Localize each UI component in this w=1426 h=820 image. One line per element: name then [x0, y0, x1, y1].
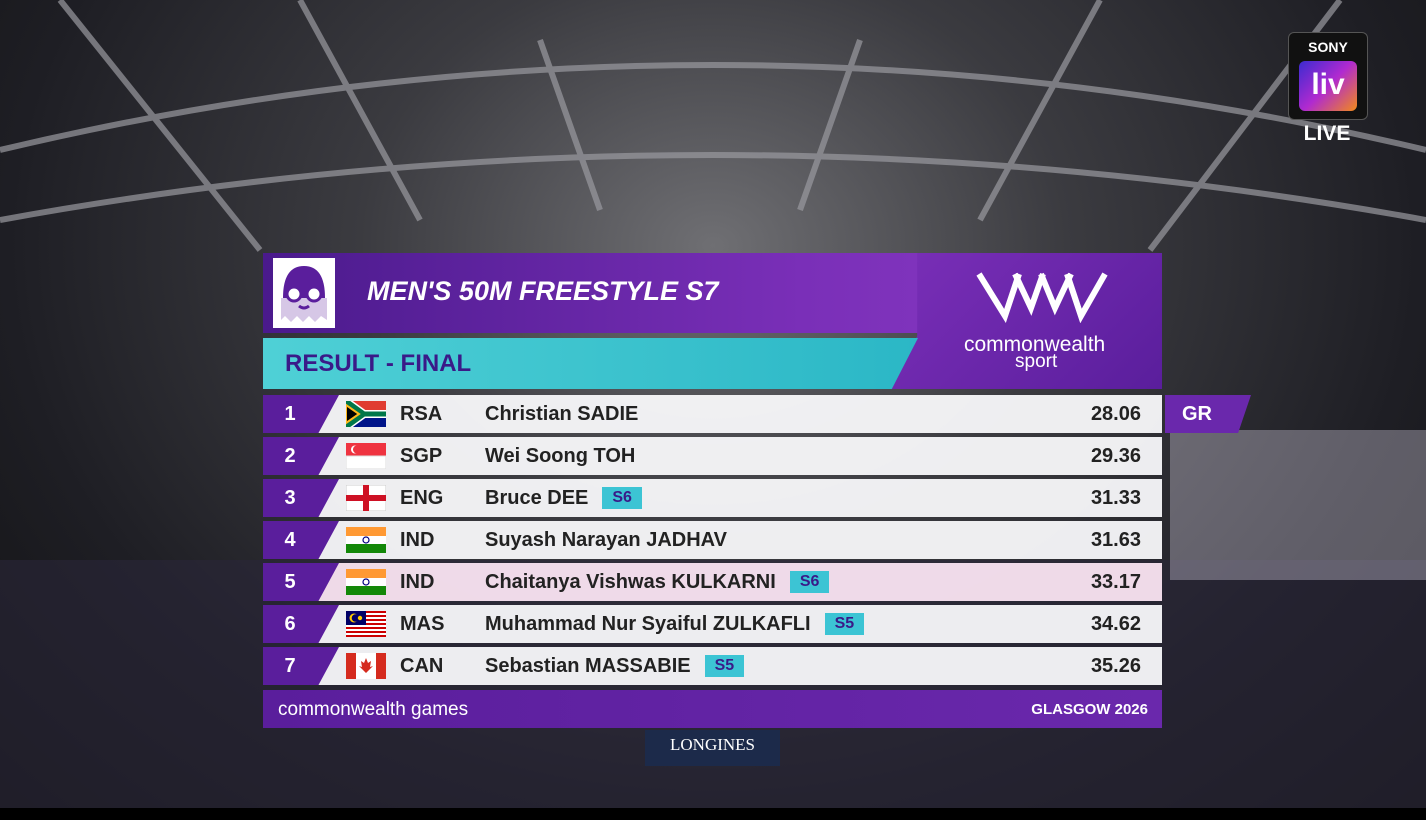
result-row: 5 IND Chaitanya Vishwas KULKARNI S6 33.17	[263, 563, 1162, 601]
country-code: SGP	[400, 445, 443, 467]
athlete-name-text: Chaitanya Vishwas KULKARNI	[485, 571, 776, 593]
time: 34.62	[1090, 613, 1141, 635]
time: 28.06	[1090, 403, 1141, 425]
broadcaster-app: liv	[1299, 61, 1357, 111]
footer-bar: commonwealth games GLASGOW 2026	[263, 690, 1162, 728]
broadcaster-brand: SONY	[1308, 39, 1348, 55]
footer-right: GLASGOW 2026	[1031, 701, 1148, 718]
rank: 5	[284, 571, 296, 593]
result-row: 1 RSA Christian SADIE 28.06	[263, 395, 1162, 433]
result-row: 7 CAN Sebastian MASSABIE S5 35.26	[263, 647, 1162, 685]
country-code: IND	[400, 571, 435, 593]
rank-block: 7	[263, 647, 339, 685]
athlete-name-text: Muhammad Nur Syaiful ZULKAFLI	[485, 613, 811, 635]
timing-sponsor: LONGINES	[645, 730, 780, 766]
rank-block: 6	[263, 605, 339, 643]
country-code: RSA	[400, 403, 443, 425]
country-code: IND	[400, 529, 435, 551]
time: 35.26	[1090, 655, 1141, 677]
sponsor-line: commonwealth	[964, 333, 1106, 356]
sponsor-mark	[976, 272, 1108, 323]
record-tag: GR	[1165, 395, 1251, 433]
time: 29.36	[1090, 445, 1141, 467]
event-title: MEN'S 50M FREESTYLE S7	[367, 276, 719, 306]
flag	[346, 443, 386, 469]
result-row: 2 SGP Wei Soong TOH 29.36	[263, 437, 1162, 475]
time: 33.17	[1090, 571, 1141, 593]
flag	[346, 527, 386, 553]
athlete-name: Suyash Narayan JADHAV	[485, 529, 727, 551]
flag	[346, 401, 386, 427]
footer-left: commonwealth games	[278, 699, 469, 720]
rank-block: 1	[263, 395, 339, 433]
result-row: 4 IND Suyash Narayan JADHAV 31.63	[263, 521, 1162, 559]
athlete-name: Christian SADIE	[485, 403, 639, 425]
swim-icon	[273, 258, 335, 328]
time: 31.33	[1090, 487, 1141, 509]
country-code: MAS	[400, 613, 445, 635]
athlete-name: Muhammad Nur Syaiful ZULKAFLI S5	[485, 613, 865, 636]
rank: 1	[284, 403, 296, 425]
rank-block: 2	[263, 437, 339, 475]
flag	[346, 611, 386, 637]
sponsor-panel	[890, 253, 1162, 389]
athlete-name: Chaitanya Vishwas KULKARNI S6	[485, 571, 830, 594]
rank: 2	[284, 445, 296, 467]
record: GR	[1182, 403, 1212, 425]
rank-block: 3	[263, 479, 339, 517]
athlete-name: Bruce DEE S6	[485, 487, 642, 510]
broadcaster-logo: SONY liv	[1288, 32, 1368, 120]
subtitle: RESULT - FINAL	[285, 350, 472, 377]
athlete-name-text: Bruce DEE	[485, 487, 589, 509]
rank-block: 4	[263, 521, 339, 559]
time: 31.63	[1090, 529, 1141, 551]
class-badge: S6	[789, 571, 830, 593]
class-badge: S5	[824, 613, 865, 635]
class-badge: S5	[704, 655, 745, 677]
rank: 3	[284, 487, 296, 509]
country-code: CAN	[400, 655, 444, 677]
live-status: LIVE	[1303, 122, 1351, 145]
sponsor-line: sport	[1015, 351, 1058, 372]
rank: 6	[284, 613, 296, 635]
subtitle-bar: RESULT - FINAL	[263, 338, 918, 389]
country-code: ENG	[400, 487, 444, 509]
flag	[346, 653, 386, 679]
rank: 7	[284, 655, 296, 677]
class-badge: S6	[602, 487, 642, 509]
result-row: 6 MAS Muhammad Nur Syaiful ZULKAFLI S5 34…	[263, 605, 1162, 643]
rank-block: 5	[263, 563, 339, 601]
athlete-name: Sebastian MASSABIE S5	[485, 655, 745, 678]
rank: 4	[284, 529, 296, 551]
athlete-name: Wei Soong TOH	[485, 445, 636, 467]
flag	[346, 485, 386, 511]
athlete-name-text: Sebastian MASSABIE	[485, 655, 691, 677]
flag	[346, 569, 386, 595]
result-row: 3 ENG Bruce DEE S6 31.33	[263, 479, 1162, 517]
